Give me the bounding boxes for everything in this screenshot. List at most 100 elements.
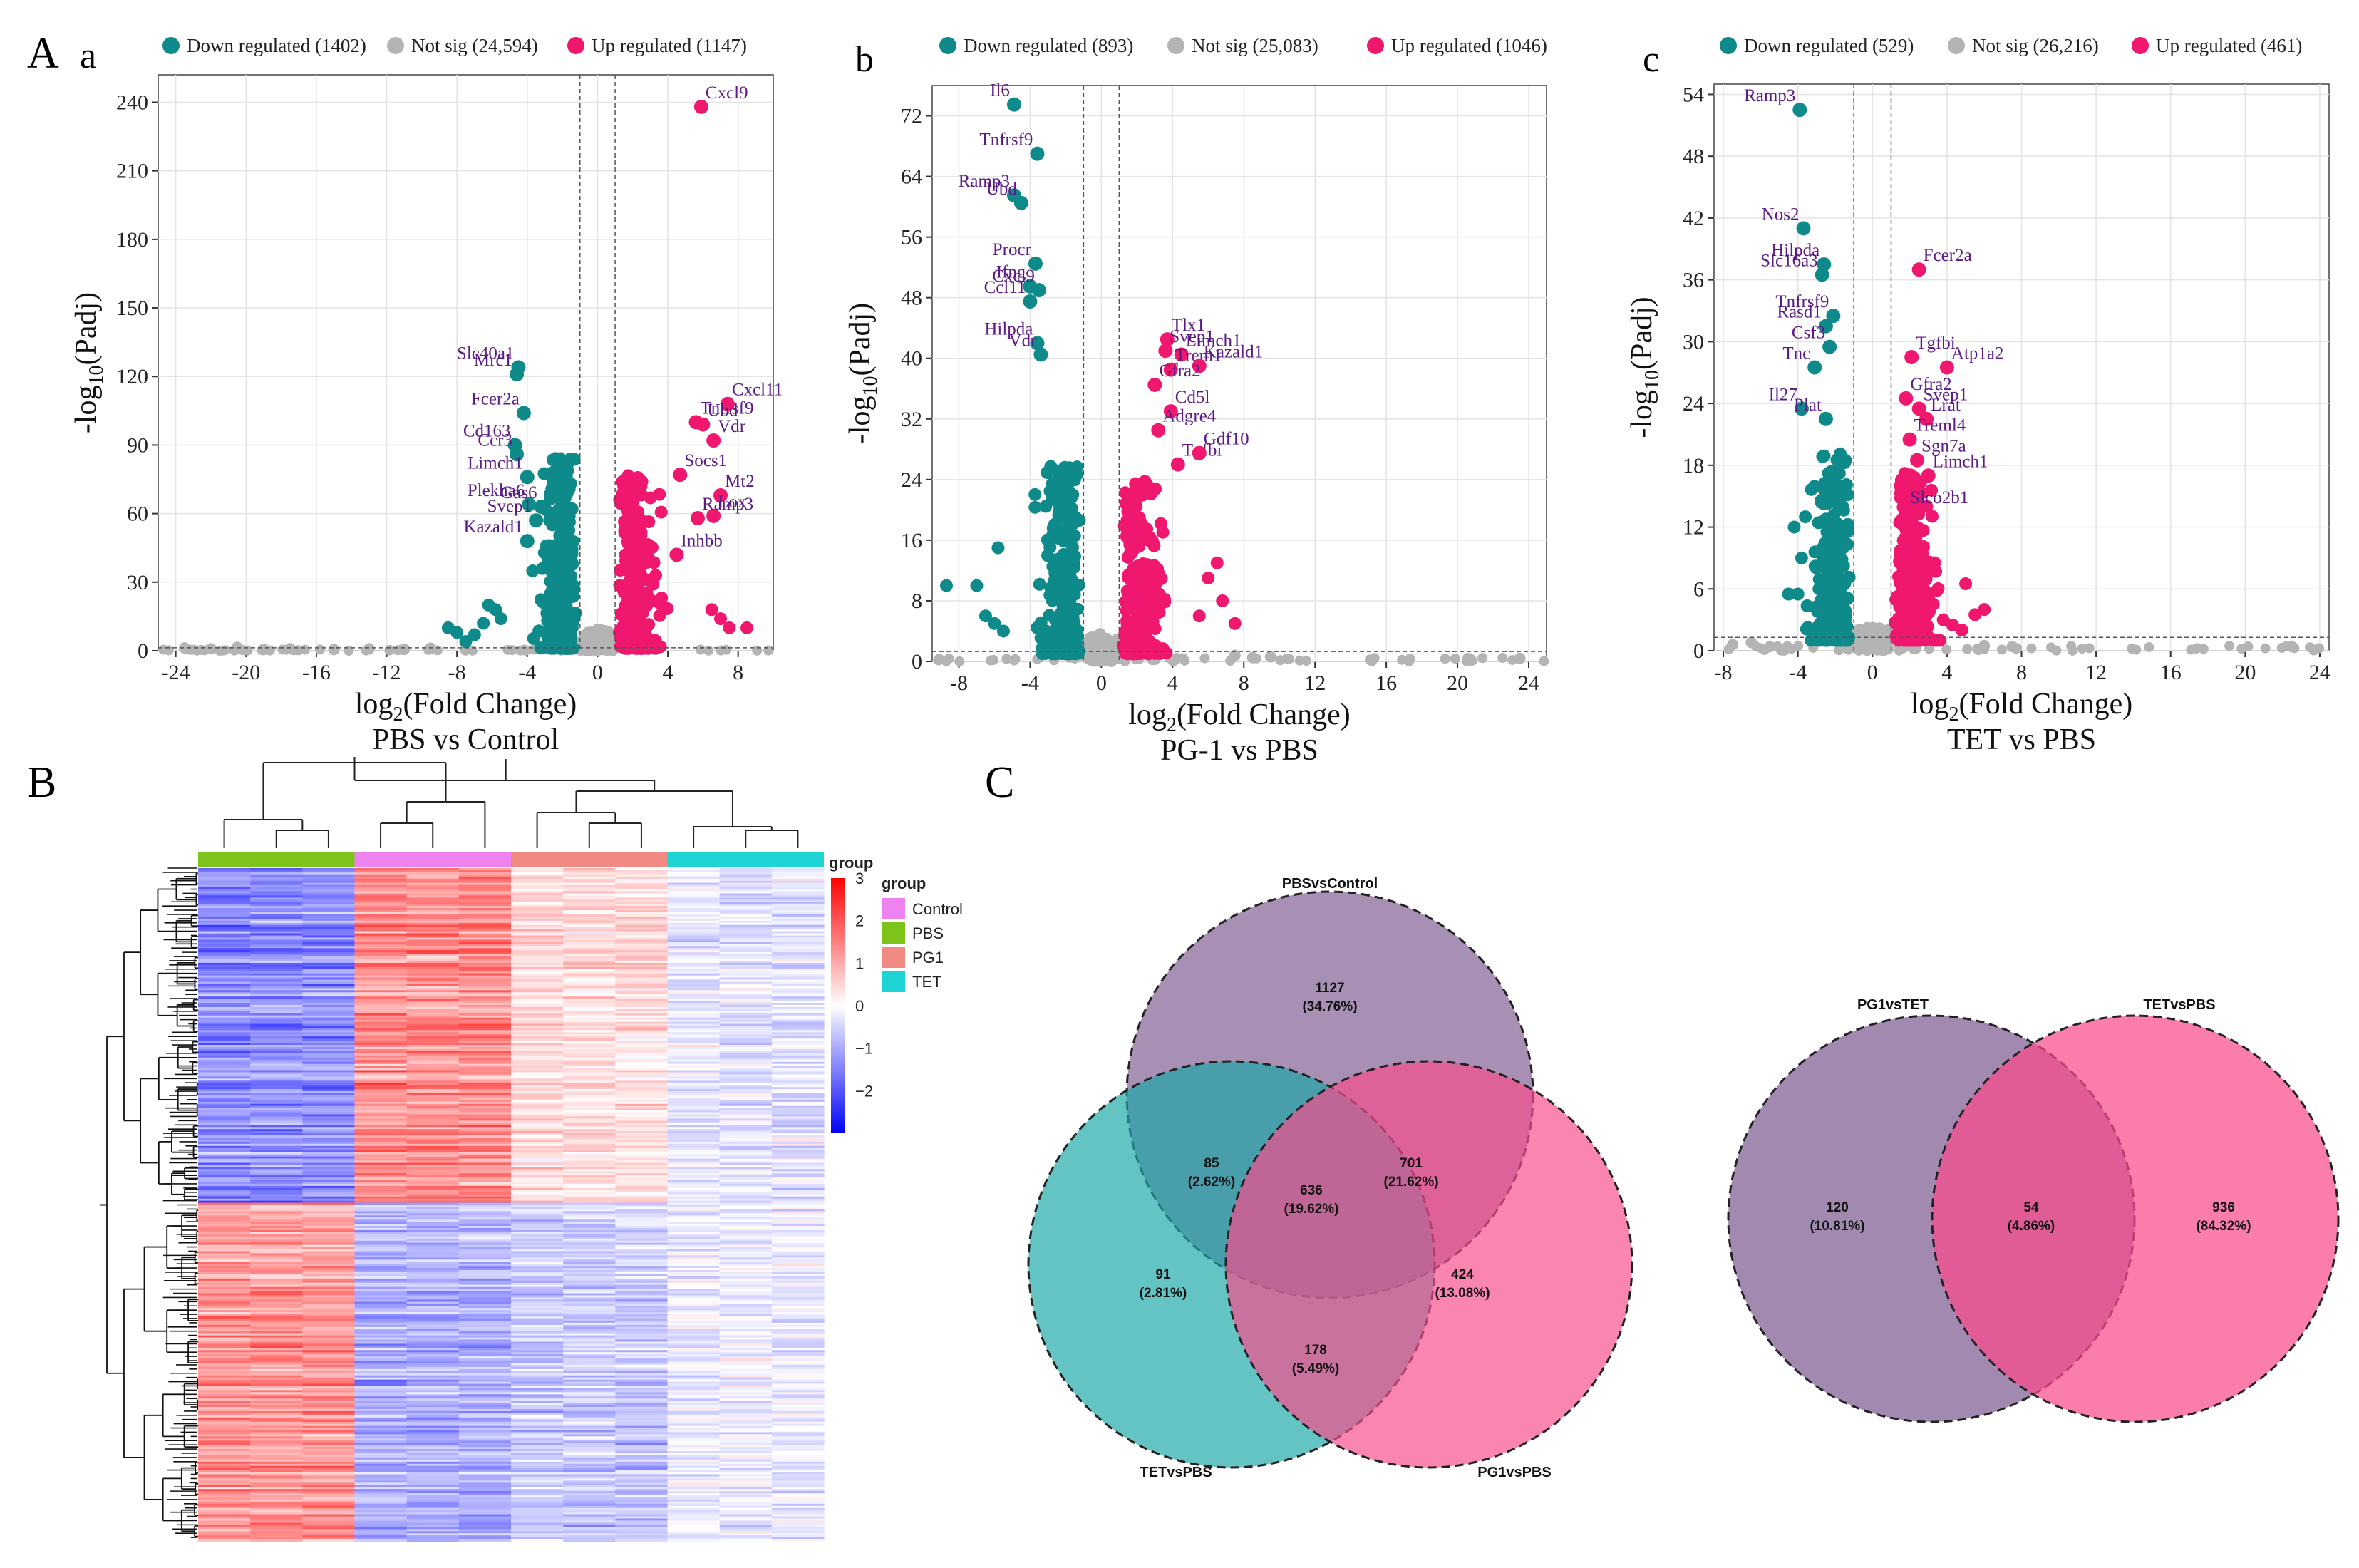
point-notsig [515,645,526,656]
point-up [628,564,641,577]
point-up [1122,621,1135,635]
gene-label: Ramp3 [702,495,753,514]
y-tick-label: 24 [1683,392,1704,416]
point-down [939,579,953,592]
x-tick-label: -4 [1789,661,1807,684]
point-notsig [328,644,340,656]
point-down [1829,613,1842,626]
x-tick-label: -24 [162,661,190,684]
point-down [556,639,569,653]
point-up [1125,644,1139,658]
point-notsig [934,655,944,666]
gene-label: Tnfrsf9 [979,130,1033,150]
point-down [526,564,540,578]
point-notsig [1996,644,2007,655]
point-notsig [1284,654,1295,664]
y-tick-label: 240 [116,91,148,114]
point-down [468,628,481,641]
gene-label: Cd5l [1175,388,1210,407]
point-notsig [242,645,253,656]
point-up [1117,519,1131,532]
point-up [1916,524,1930,537]
point-down [1820,629,1834,643]
x-axis-title-tail: (Fold Change) [1958,688,2132,721]
point-down [1055,636,1068,649]
gene-label: Ramp3 [1744,86,1795,105]
x-tick-label: 24 [2309,661,2330,684]
point-notsig [1275,655,1286,666]
gene-point [520,534,535,549]
point-down [1043,589,1057,602]
point-notsig [1941,644,1952,655]
group-annotation-bar [198,852,824,867]
panel-label-A: A [27,29,59,78]
point-up [714,612,728,626]
point-down [1065,501,1078,515]
point-down [535,641,549,655]
point-up [654,505,668,519]
point-down [1055,572,1068,585]
point-down [1047,528,1060,542]
point-up [1128,535,1142,549]
panel-label-b: b [855,39,874,80]
point-down [996,624,1010,638]
x-tick-label: 4 [663,661,673,684]
gene-label: Cd163 [463,421,511,440]
x-tick-label: -8 [1715,661,1733,684]
y-axis-title: -log10(Padj) [70,292,108,433]
y-tick-label: 36 [1683,269,1704,292]
volcano-plot-b: -8 -4 0 4 8 12 16 20 24081624324048566472Il6Tnfr… [844,35,1549,767]
gene-label: Ubd [986,180,1018,199]
legend-label: Not sig (26,216) [1972,35,2099,56]
point-down [549,591,562,604]
point-notsig [721,644,731,655]
point-down [544,621,557,635]
point-notsig [1294,655,1305,666]
point-down [1808,545,1822,559]
point-up [1128,501,1142,515]
point-down [557,502,571,516]
point-down [1047,553,1060,567]
point-notsig [1477,653,1488,664]
point-down [1068,529,1081,542]
point-down [1039,500,1053,513]
point-notsig [1001,654,1012,664]
point-up [1146,535,1160,548]
point-down [1048,475,1062,489]
point-down [1832,535,1845,549]
x-tick-label: 8 [733,661,743,684]
point-down [1801,621,1815,634]
y-tick-label: 42 [1683,207,1704,230]
x-axis-title-main: log [355,688,393,721]
gene-label: Vdr [718,417,746,436]
point-notsig [398,644,411,656]
legend-label: Down regulated (529) [1744,35,1914,56]
point-notsig [1782,641,1792,652]
point-down [979,609,992,623]
point-notsig [2286,641,2298,653]
point-up [1931,582,1945,595]
point-up [1908,538,1921,552]
x-axis-title-sub: 2 [1167,714,1177,736]
point-up [1904,612,1918,626]
gene-point [673,468,688,483]
gene-label: Mrc1 [474,351,512,370]
point-notsig [763,645,774,656]
y-tick-label: 180 [116,228,148,252]
legend-marker [567,37,584,54]
point-notsig [1367,656,1378,666]
point-down [1070,460,1084,474]
point-down [544,563,557,577]
point-down [970,579,984,592]
x-tick-label: 0 [1096,671,1107,695]
point-up [1896,545,1910,558]
point-up [634,512,647,526]
point-down [1808,480,1822,493]
x-tick-label: -12 [373,661,401,684]
point-up [723,621,736,634]
heatmap-cells [198,868,825,1542]
gene-label: Il27 [1769,385,1797,404]
point-down [1838,455,1852,469]
y-tick-label: 30 [1683,330,1704,354]
